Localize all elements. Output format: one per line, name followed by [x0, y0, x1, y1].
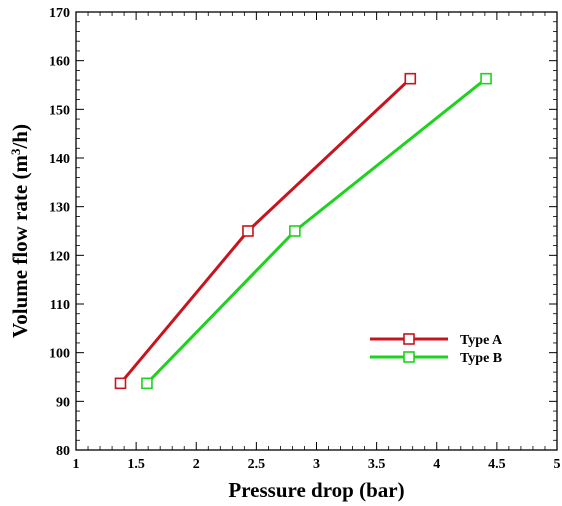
x-tick-label: 3 [313, 457, 320, 472]
series-2-marker [289, 225, 301, 237]
series-line-1 [119, 77, 412, 385]
legend: Type A Type B [370, 333, 503, 366]
series [114, 72, 492, 390]
x-tick-label: 1 [73, 457, 80, 472]
y-axis-title-main: Volume flow rate (m [8, 155, 32, 338]
x-tick-label: 2 [193, 457, 200, 472]
y-tick-label: 90 [56, 395, 70, 410]
y-axis-title: Volume flow rate (m3/h) [8, 124, 33, 338]
tick-labels: 1 1.5 2 2.5 3 3.5 4 4.5 5 80 90 100 110 120 130 140 150 1… [49, 6, 561, 472]
series-1-marker [114, 377, 127, 390]
y-tick-label: 150 [49, 103, 70, 118]
legend-marker-1 [403, 333, 415, 345]
y-tick-label: 170 [49, 6, 70, 21]
y-axis-title-superscript: 3 [8, 148, 23, 155]
x-axis-title: Pressure drop (bar) [228, 478, 404, 502]
y-tick-label: 140 [49, 152, 70, 167]
legend-marker-2 [403, 351, 415, 363]
legend-label-2: Type B [460, 351, 502, 366]
y-tick-label: 120 [49, 249, 70, 264]
y-tick-label: 80 [56, 444, 70, 459]
y-tick-label: 100 [49, 347, 70, 362]
series-1-marker [404, 72, 417, 85]
series-1-marker [242, 225, 254, 237]
x-tick-label: 3.5 [368, 457, 386, 472]
x-tick-label: 5 [554, 457, 561, 472]
plot-frame [75, 11, 558, 451]
series-2-marker [141, 377, 153, 390]
x-tick-label: 2.5 [248, 457, 266, 472]
y-axis-title-unit: /h) [8, 124, 32, 150]
x-tick-label: 4 [433, 457, 440, 472]
series-2-marker [480, 72, 492, 85]
x-tick-label: 1.5 [127, 457, 145, 472]
y-tick-label: 110 [50, 298, 70, 313]
legend-label-1: Type A [460, 333, 503, 348]
x-tick-label: 4.5 [488, 457, 506, 472]
y-tick-label: 160 [49, 55, 70, 70]
y-tick-label: 130 [49, 201, 70, 216]
